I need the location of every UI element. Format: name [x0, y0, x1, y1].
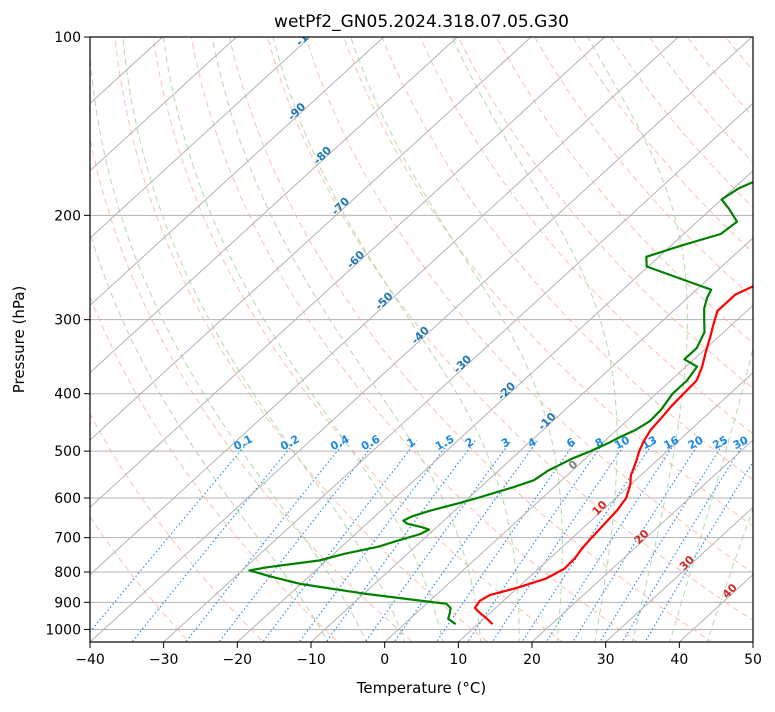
dry-adiabat-line	[381, 37, 753, 481]
dry-adiabat-line	[343, 37, 753, 527]
x-axis-label: Temperature (°C)	[356, 679, 486, 697]
dry-adiabat-line	[90, 135, 414, 642]
isotherm-line	[90, 37, 606, 509]
x-tick-label: 20	[523, 652, 541, 668]
mixing-ratio-label: 25	[710, 433, 730, 452]
x-tick-label: −40	[75, 652, 105, 668]
isotherm-line	[90, 37, 385, 307]
mixing-ratio-line	[572, 440, 702, 642]
mixing-ratio-line	[644, 460, 753, 642]
mixing-ratio-line	[131, 440, 297, 642]
y-axis: 100 200 300 400 500 600 700 800 900 1000	[45, 30, 90, 638]
mixing-ratio-line	[393, 440, 539, 642]
isotherm-line	[90, 37, 532, 441]
dry-adiabat-line	[190, 37, 638, 642]
isotherm-line	[90, 37, 753, 642]
mixing-ratio-line	[491, 440, 628, 642]
x-tick-label: 50	[744, 652, 762, 668]
moist-adiabat-line	[211, 37, 482, 642]
dry-adiabat-line	[152, 37, 564, 642]
isotherm-line	[162, 102, 753, 642]
moist-adiabat-line	[350, 37, 563, 642]
y-tick-label: 800	[54, 565, 81, 581]
mixing-ratio-line	[90, 440, 250, 633]
isotherm-line	[310, 237, 753, 642]
dewpoint-line	[248, 180, 753, 626]
isotherm-line	[236, 170, 753, 642]
moist-adiabat-line	[272, 37, 520, 642]
mixing-ratio-line	[262, 440, 418, 642]
x-tick-label: −20	[223, 652, 253, 668]
isotherm-line	[383, 304, 753, 642]
moist-adiabat-line	[122, 37, 406, 642]
profile-series	[248, 180, 753, 626]
mixing-ratio-line	[521, 440, 656, 642]
moist-adiabat-line	[706, 506, 753, 642]
x-axis: −40 −30 −20 −10 0 10 20 30 40 50	[75, 642, 762, 668]
moist-adiabat-line	[669, 345, 753, 642]
isotherm-line	[90, 37, 238, 172]
isotherm-line	[531, 439, 753, 642]
x-tick-label: 30	[597, 652, 615, 668]
moist-adiabat-line	[162, 37, 444, 642]
mixing-ratio-line	[466, 440, 606, 642]
y-tick-label: 500	[54, 444, 81, 460]
y-tick-label: 600	[54, 491, 81, 507]
dry-adiabat-line	[419, 37, 753, 435]
y-tick-label: 200	[54, 208, 81, 224]
y-tick-label: 100	[54, 30, 81, 46]
isotherm-grid	[90, 37, 753, 642]
isotherm-line	[604, 506, 753, 642]
y-tick-label: 1000	[45, 622, 81, 638]
dry-adiabat-line	[305, 37, 753, 574]
isobar-grid	[90, 37, 753, 630]
mixing-ratio-label: 16	[662, 433, 682, 452]
mixing-ratio-line	[218, 440, 377, 642]
dry-adiabat-line	[90, 295, 339, 642]
x-tick-label: 10	[449, 652, 467, 668]
plot-area: -100-90-80-70-60-50-40-30-20-10010203040…	[90, 20, 772, 642]
x-tick-label: 40	[670, 652, 688, 668]
mixing-ratio-label: 36	[752, 433, 772, 452]
isotherm-line	[90, 37, 459, 374]
mixing-ratio-label: 20	[686, 433, 706, 452]
y-tick-label: 400	[54, 387, 81, 403]
y-axis-label: Pressure (hPa)	[10, 286, 28, 394]
isotherm-line	[457, 372, 753, 642]
isotherm-line	[90, 37, 680, 576]
mixing-ratio-line	[364, 440, 512, 642]
y-tick-label: 300	[54, 313, 81, 329]
dry-adiabat-line	[228, 37, 713, 642]
chart-title: wetPf2_GN05.2024.318.07.05.G30	[274, 12, 569, 32]
mixing-ratio-label: 30	[731, 433, 751, 452]
mixing-ratio-line	[545, 440, 678, 642]
moist-adiabat-line	[90, 50, 367, 642]
moist-adiabat-line	[451, 37, 618, 642]
dry-adiabat-line	[495, 37, 753, 344]
temperature-line	[473, 285, 753, 625]
x-tick-label: −10	[296, 652, 326, 668]
mixing-ratio-lines	[90, 440, 753, 642]
y-tick-label: 900	[54, 595, 81, 611]
y-tick-label: 700	[54, 531, 81, 547]
isotherm-label: -100	[293, 20, 322, 49]
isotherm-line	[90, 37, 311, 239]
x-tick-label: −30	[149, 652, 179, 668]
dry-adiabat-line	[457, 37, 753, 389]
x-tick-label: 0	[380, 652, 389, 668]
plot-frame	[89, 36, 754, 643]
dry-adiabat-line	[534, 37, 753, 299]
